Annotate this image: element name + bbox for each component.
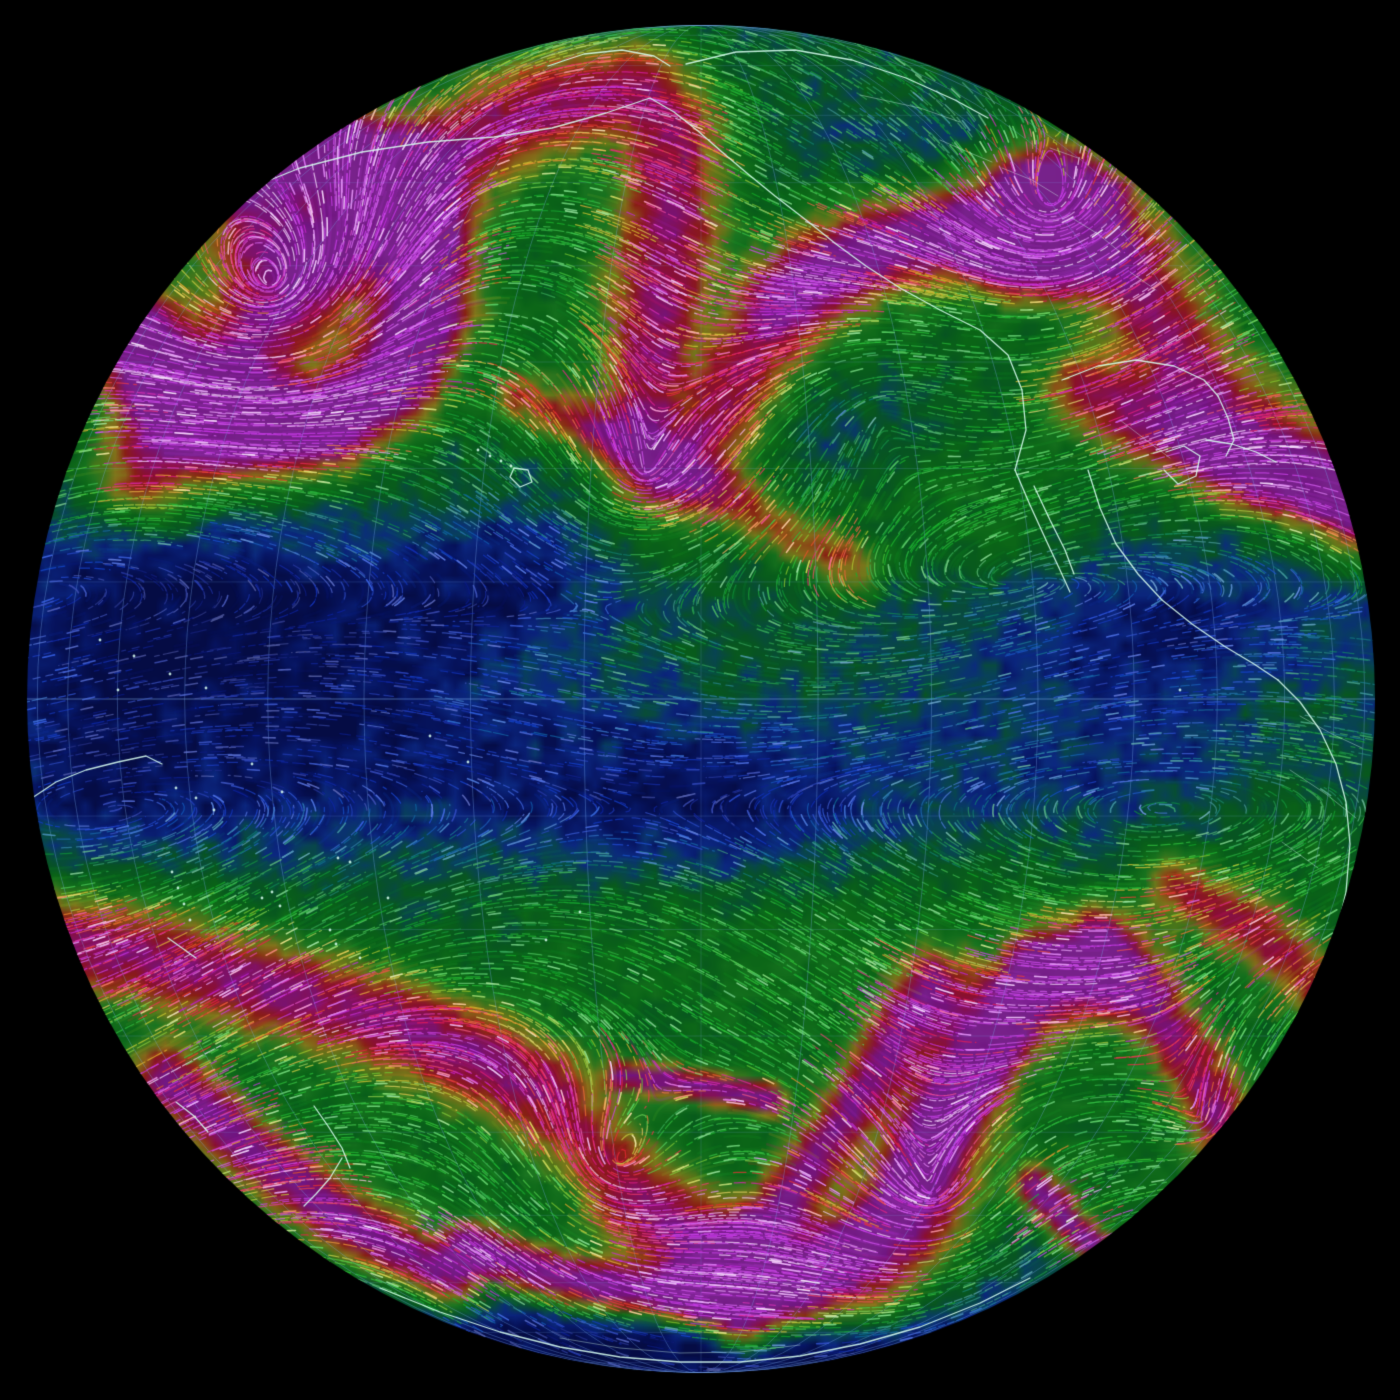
wind-map-viewport (0, 0, 1400, 1400)
wind-globe-canvas[interactable] (0, 0, 1400, 1400)
